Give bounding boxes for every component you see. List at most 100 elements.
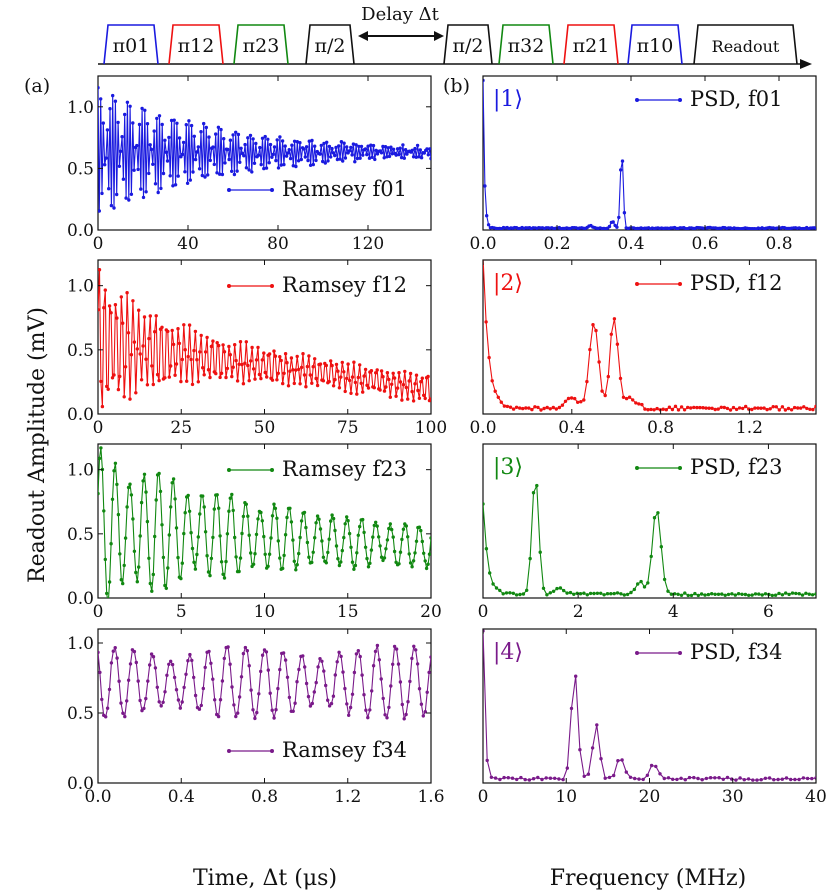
data-point [195,150,199,154]
data-point [426,562,430,566]
data-point [586,772,591,776]
legend-marker [227,749,231,753]
data-point [398,550,403,554]
data-point [652,516,657,520]
data-point [692,775,696,780]
data-point [799,406,803,410]
data-point [132,649,137,654]
data-point [314,158,318,163]
data-point [161,555,166,560]
data-point [208,375,212,380]
data-point [174,362,179,366]
data-point [347,149,352,153]
data-point [297,667,301,672]
data-point [544,776,548,780]
data-point [177,341,182,346]
data-point [176,555,180,560]
data-point [794,591,798,596]
data-point [423,559,427,563]
data-point [554,407,558,411]
data-point [155,685,159,689]
data-point [225,532,230,536]
data-point [407,379,411,383]
data-point [113,303,118,307]
legend: Ramsey f23 [227,457,407,481]
data-point [707,406,711,410]
data-point [324,363,328,368]
data-point [169,659,173,663]
data-point [421,714,425,718]
data-point [291,164,295,168]
data-point [258,145,262,150]
data-point [115,656,119,660]
data-point [392,376,397,380]
data-point [417,525,422,529]
data-point [231,365,235,369]
data-point [719,405,723,409]
data-point [322,141,326,146]
data-point [394,394,398,398]
data-point [233,535,237,540]
data-point [339,560,343,564]
data-point [776,777,780,782]
y-tick-label: 0.0 [67,405,94,425]
data-point [303,155,307,159]
data-point [378,544,382,548]
y-tick-label: 0.5 [67,525,94,545]
legend-label: PSD, f12 [690,271,782,295]
data-point [103,163,107,167]
data-point [345,515,349,519]
series-markers [483,629,816,782]
data-point [240,362,244,367]
y-tick-label: 0.0 [67,774,94,794]
data-point [333,153,337,158]
data-point [263,370,267,375]
data-point [311,550,315,554]
data-point [388,522,392,526]
data-point [805,406,809,411]
data-point [686,593,690,598]
data-point [508,591,512,595]
data-point [563,399,568,403]
data-point [348,705,353,710]
data-point [286,151,290,155]
data-point [777,408,781,412]
data-point [730,592,734,596]
data-point [274,708,278,712]
data-point [180,152,184,157]
data-point [365,383,369,387]
data-point [560,403,565,407]
data-point [649,763,654,768]
data-point [722,405,726,410]
data-point [101,121,106,125]
data-point [391,371,395,375]
data-point [100,191,104,196]
data-point [157,471,161,476]
data-point [329,155,333,159]
data-point [209,661,213,665]
data-point [147,556,151,560]
data-point [161,171,166,176]
data-point [553,776,557,780]
data-point [720,592,724,596]
state-label: |2⟩ [493,271,523,296]
data-point [160,122,164,127]
legend-label: Ramsey f12 [282,273,407,297]
data-point [704,406,708,410]
data-point [187,509,192,513]
data-point [138,698,142,703]
data-point [134,391,138,395]
data-point [235,169,239,173]
data-point [382,156,386,160]
data-point [331,384,336,388]
x-tick-label: 100 [415,418,447,438]
data-point [659,545,663,549]
data-point [336,369,340,373]
data-point [347,378,352,383]
data-point [704,776,709,781]
data-point [186,493,190,498]
data-point [165,159,170,163]
data-point [282,162,286,167]
y-tick-label: 0.0 [67,221,94,241]
